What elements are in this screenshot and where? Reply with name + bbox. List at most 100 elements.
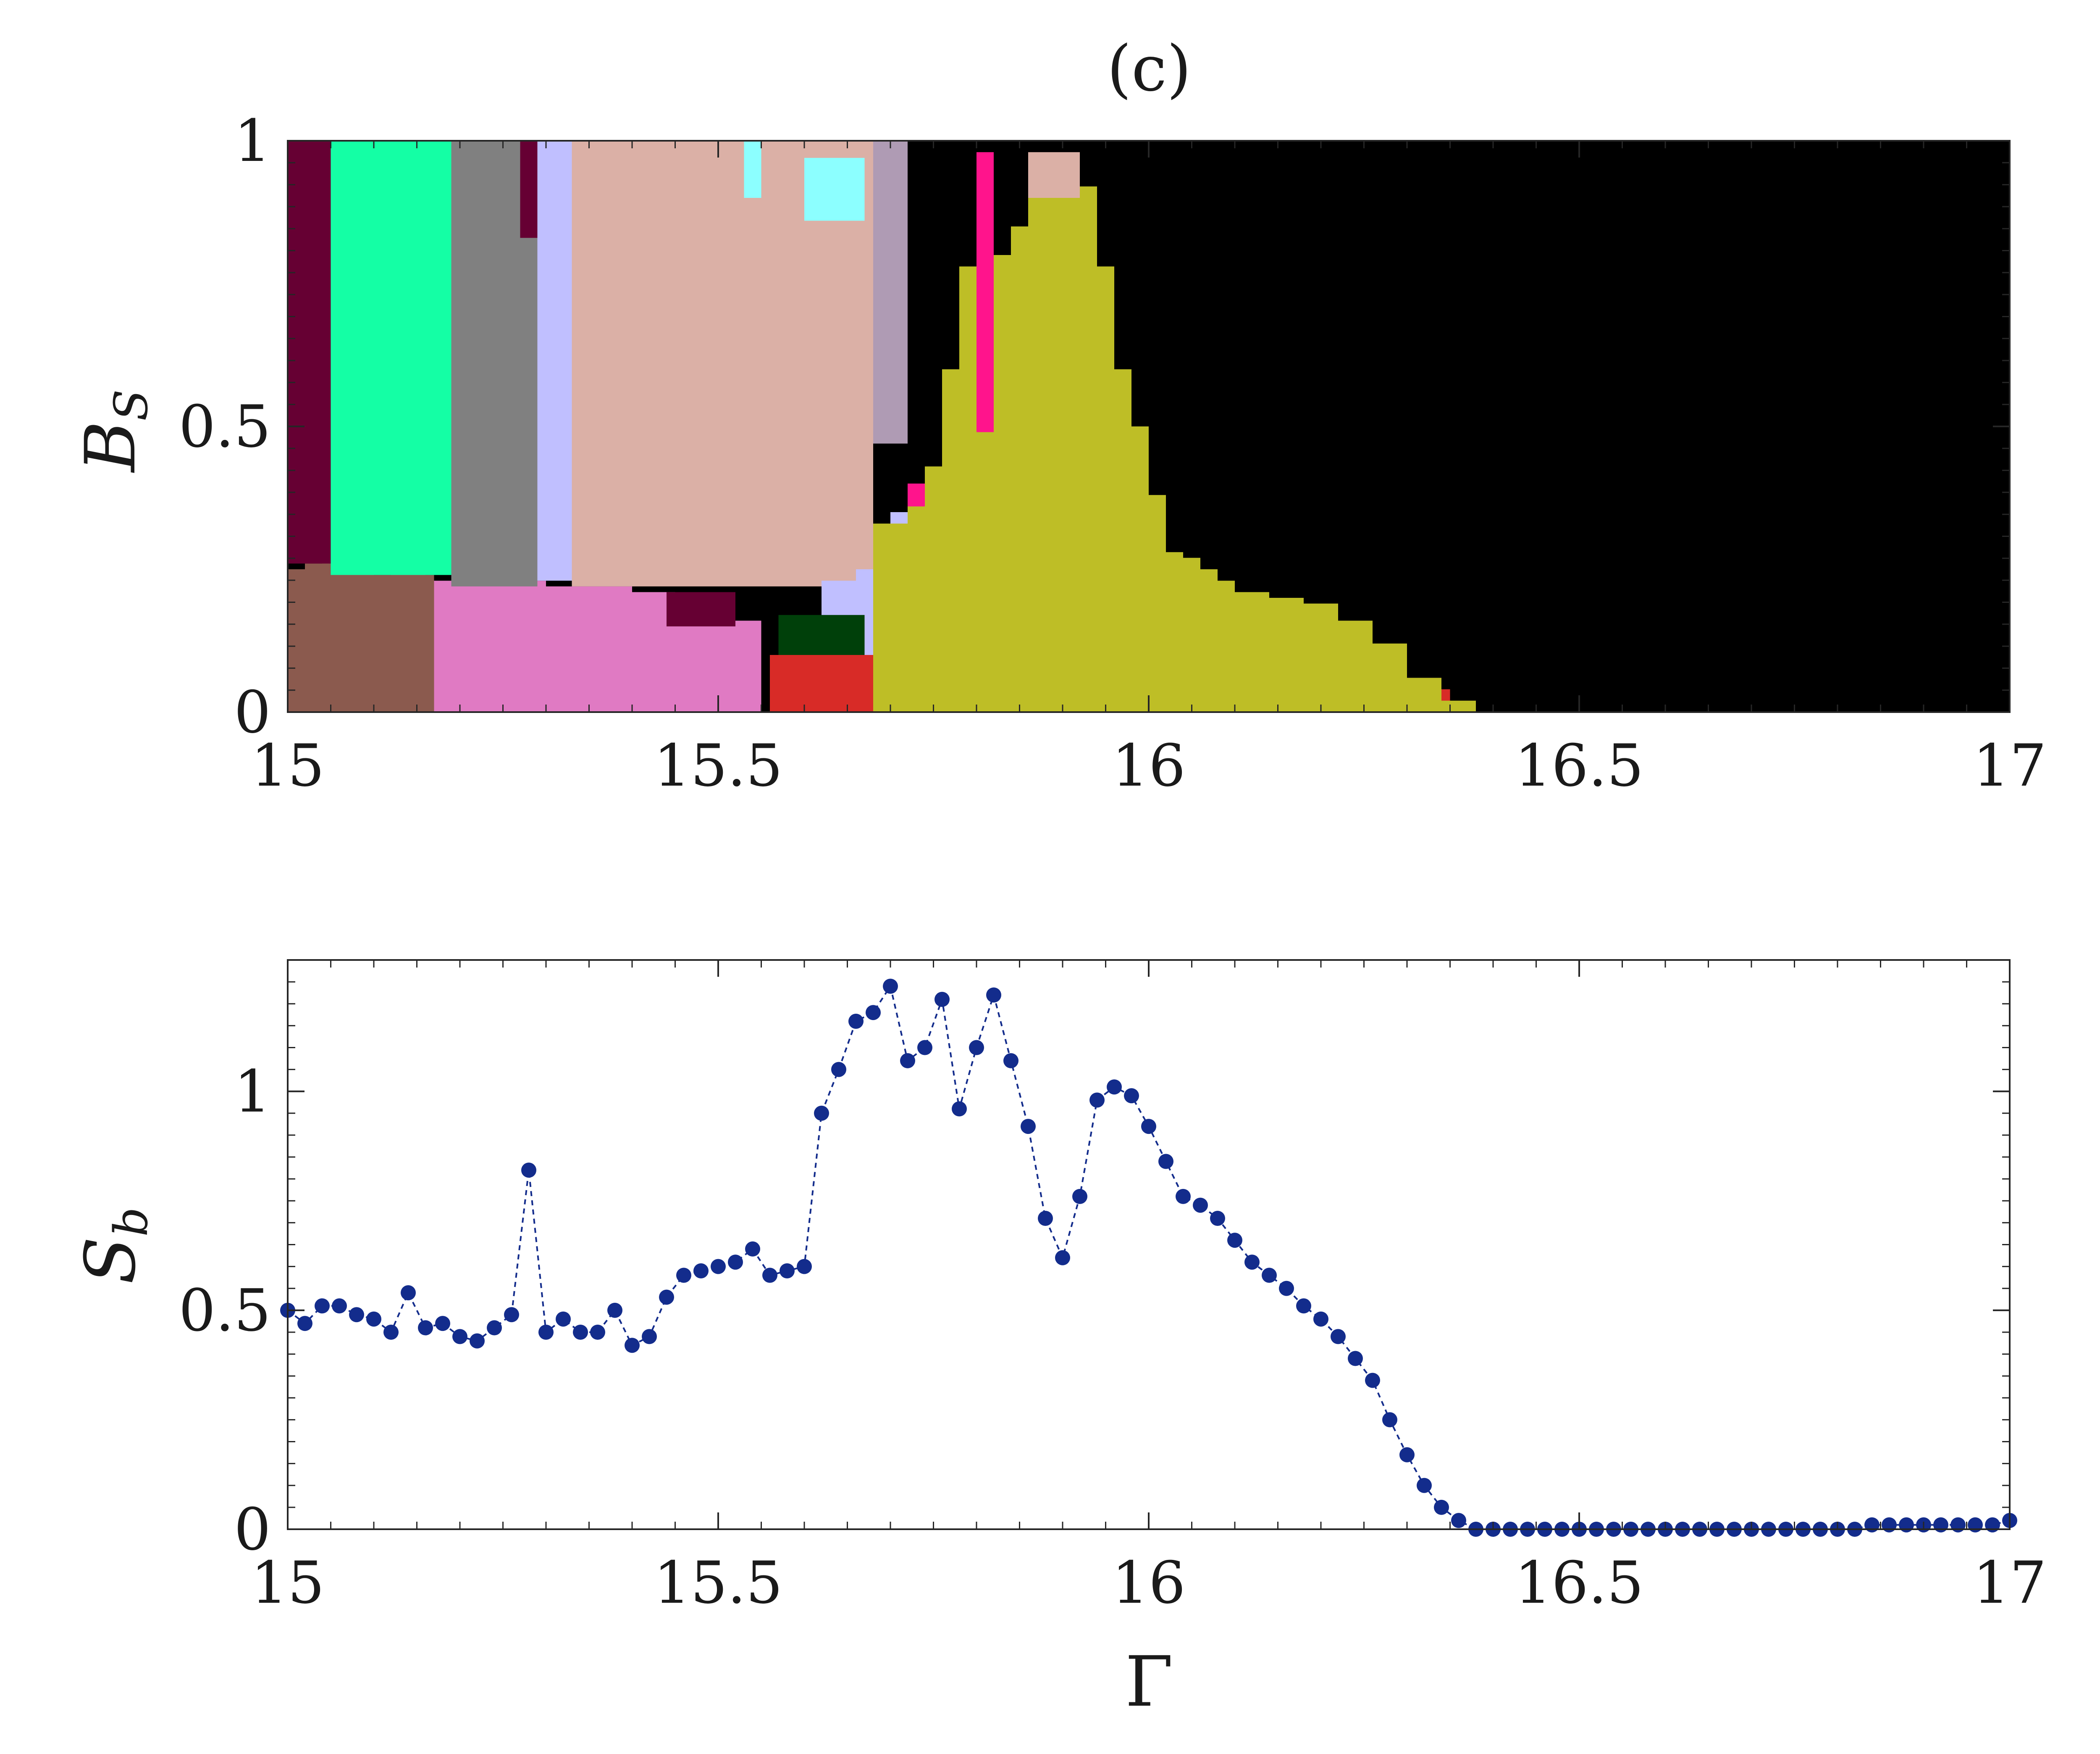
sb-data-point [383,1324,399,1340]
sb-data-point [1038,1210,1053,1226]
sb-data-point [487,1320,502,1336]
bottom-axes: 15 15.5 16 16.5 17 0 0.5 1 [179,959,2047,1617]
sb-data-point [366,1311,381,1327]
sb-data-point [1072,1189,1087,1204]
sb-data-point [866,1005,881,1020]
sb-data-point [1382,1412,1397,1428]
bottom-x-axis-label: Γ [1125,1641,1173,1722]
basin-region-6 [537,141,572,581]
sb-data-point [1348,1351,1363,1366]
bottom-y-tick-label: 1 [234,1058,271,1126]
sb-data-point [538,1324,554,1340]
sb-data-point [848,1013,864,1029]
basin-region-8 [667,592,735,626]
sb-data-point [676,1268,691,1283]
top-y-axis-label-main: B [70,421,151,473]
sb-data-point [521,1162,536,1178]
sb-data-point [1950,1517,1966,1533]
sb-data-point [659,1289,674,1305]
sb-data-point [590,1324,605,1340]
sb-data-point [556,1311,571,1327]
sb-data-point [762,1268,777,1283]
sb-data-point [883,978,898,994]
sb-data-point [1417,1478,1432,1493]
sb-data-point [1451,1513,1466,1528]
sb-data-point [745,1241,760,1257]
bottom-y-axis-label-sub: b [104,1207,158,1236]
basin-region-16 [873,163,1476,712]
top-x-tick-label: 16 [1112,732,1186,799]
sb-data-point [1003,1053,1018,1068]
bottom-y-tick-label: 0.5 [179,1277,271,1344]
sb-data-point [797,1259,812,1274]
top-y-axis-label-sub: S [104,389,158,421]
bottom-x-tick-label: 15 [251,1549,325,1617]
sb-data-point [1089,1092,1105,1108]
sb-data-point [297,1316,312,1331]
top-x-tick-label: 15.5 [654,732,782,799]
basin-region-19 [1028,152,1080,198]
bottom-panel: 15 15.5 16 16.5 17 0 0.5 1 Sb Γ [70,959,2047,1722]
basin-region-1 [288,141,331,564]
top-y-tick-label: 0 [234,678,271,746]
bottom-y-tick-label: 0 [234,1496,271,1563]
bottom-x-tick-label: 16 [1112,1549,1186,1617]
sb-data-point [1365,1373,1380,1388]
sb-data-point [1210,1210,1225,1226]
sb-data-point [642,1329,657,1344]
basin-region-9 [744,141,761,198]
sb-data-point [1399,1447,1415,1462]
sb-data-point [1331,1329,1346,1344]
top-panel: (c) 15 15.5 16 16.5 17 0 0.5 1 BS [70,32,2047,799]
sb-data-point [625,1338,640,1353]
sb-data-point [814,1105,829,1121]
top-y-axis-label: BS [70,389,158,473]
bottom-x-tick-label: 16.5 [1515,1549,1643,1617]
top-y-tick-label: 1 [234,107,271,175]
sb-data-point [349,1307,364,1323]
sb-data-point [470,1333,485,1349]
sb-data-point [401,1285,416,1301]
sb-data-point [1434,1499,1449,1515]
sb-data-point [934,991,950,1007]
sb-data-point [1021,1119,1036,1134]
top-x-tick-label: 17 [1973,732,2047,799]
sb-data-point [315,1298,330,1314]
sb-data-point [711,1259,726,1274]
basin-region-5 [520,141,538,238]
sb-data-point [1124,1088,1139,1104]
sb-data-point [952,1101,967,1117]
sb-data-point [607,1302,622,1318]
sb-data-point [1313,1311,1328,1327]
sb-data-point [504,1307,519,1323]
basin-region-17 [908,484,925,507]
sb-data-point [1899,1517,1914,1533]
sb-data-point [969,1040,984,1055]
sb-data-point [1985,1517,2000,1533]
bottom-x-tick-label: 15.5 [654,1549,782,1617]
sb-data-point [1193,1197,1208,1213]
top-y-tick-label: 0.5 [179,393,271,460]
bottom-y-axis-label-main: S [70,1237,151,1284]
sb-data-point [831,1062,846,1077]
bottom-plot-area [280,960,2017,1537]
sb-data-point [435,1316,450,1331]
bottom-y-axis-label: Sb [70,1207,158,1284]
sb-data-point [917,1040,932,1055]
sb-data-point [1141,1119,1156,1134]
sb-data-point [1158,1154,1173,1169]
sb-data-point [1882,1517,1897,1533]
basin-region-11 [873,141,908,444]
sb-data-point [1244,1254,1260,1270]
top-x-tick-label: 16.5 [1515,732,1643,799]
bottom-x-tick-label: 17 [1973,1549,2047,1617]
sb-data-point [986,987,1001,1003]
sb-data-point [1968,1517,1983,1533]
sb-data-point [1262,1268,1277,1283]
sb-data-point [1296,1298,1311,1314]
bottom-plot-background [288,960,2010,1529]
sb-data-point [332,1298,347,1314]
sb-data-point [1864,1517,1880,1533]
sb-data-point [1055,1250,1070,1265]
